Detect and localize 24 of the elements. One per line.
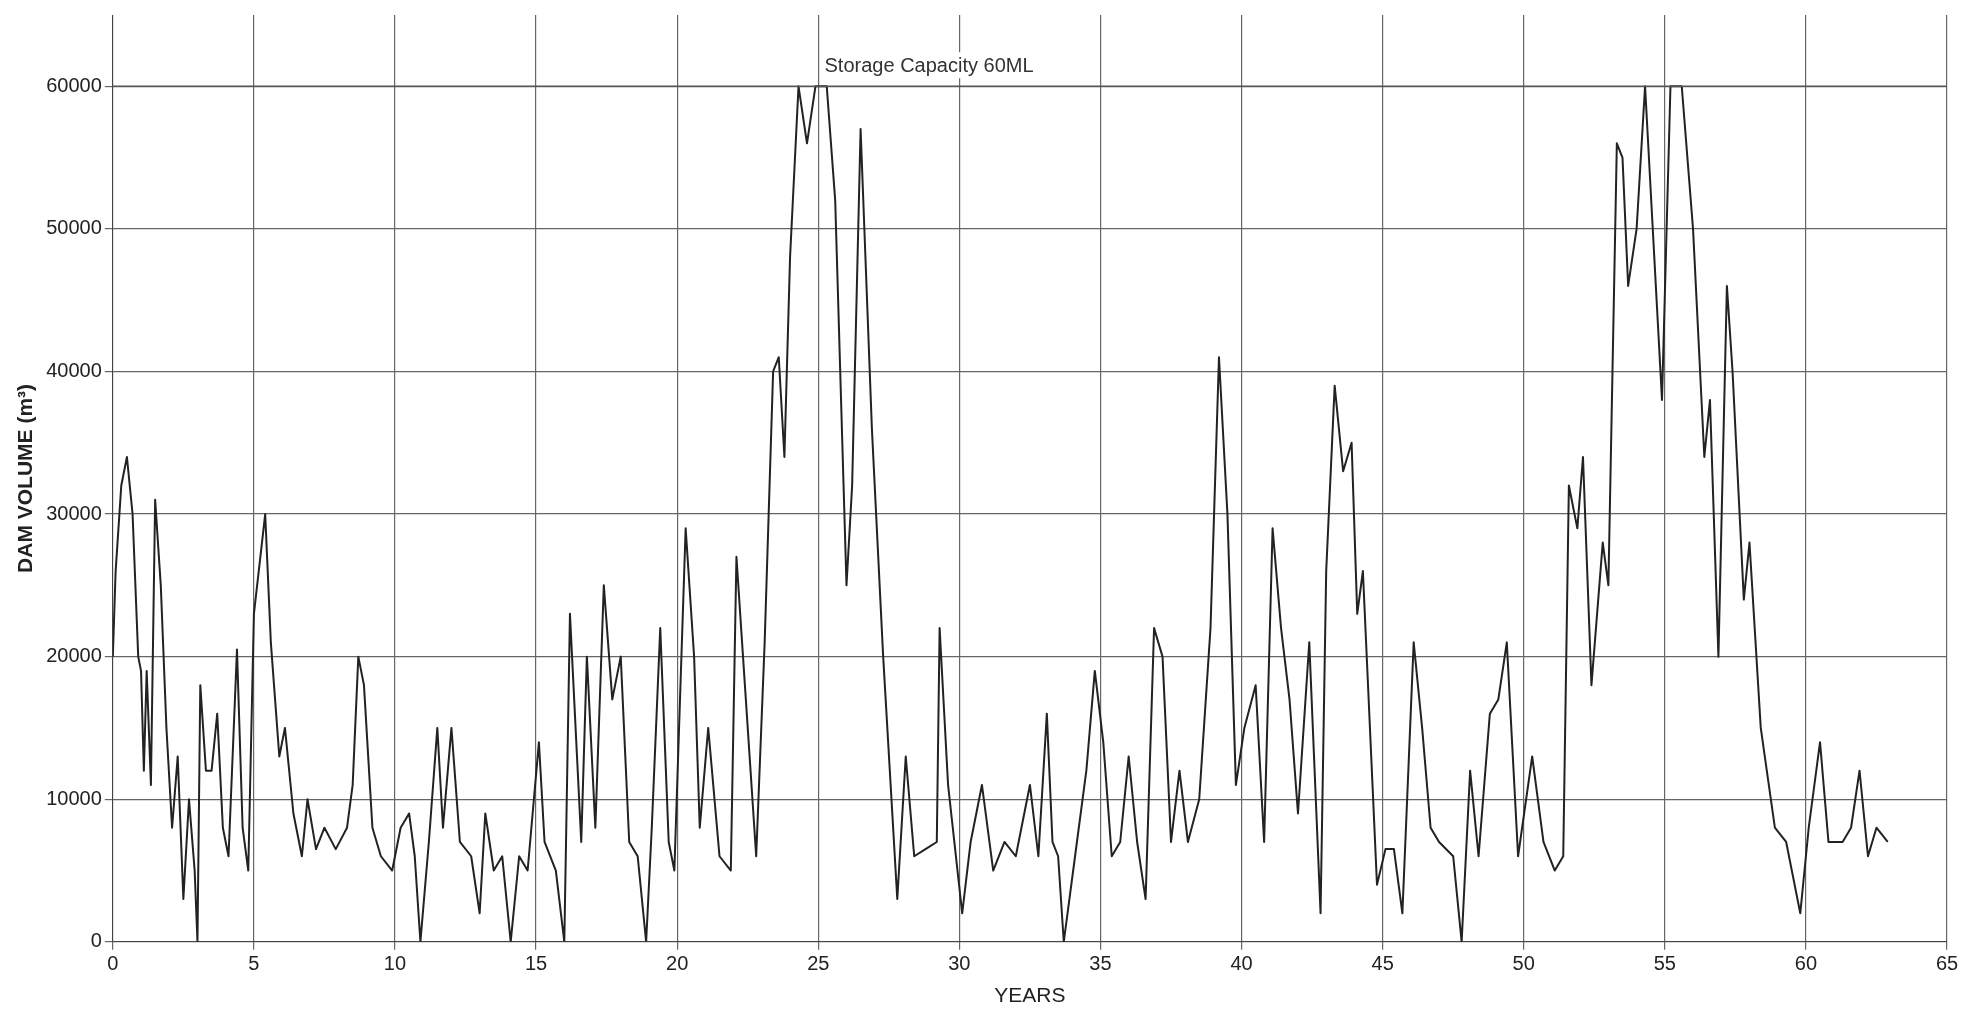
y-tick-label: 10000	[46, 786, 102, 809]
ref-line-label: Storage Capacity 60ML	[824, 53, 1034, 76]
x-tick-label: 25	[807, 952, 830, 975]
x-tick-label: 35	[1089, 952, 1112, 975]
x-tick-label: 60	[1794, 952, 1818, 975]
x-tick-label: 50	[1512, 952, 1535, 975]
y-axis-title: DAM VOLUME (m³)	[13, 383, 37, 573]
x-tick-label: 65	[1935, 952, 1959, 975]
y-tick-label: 0	[90, 929, 102, 952]
y-tick-label: 60000	[46, 73, 102, 96]
y-tick-label: 40000	[46, 358, 102, 381]
y-tick-label: 20000	[46, 644, 102, 667]
x-tick-label: 20	[666, 952, 689, 975]
x-tick-label: 15	[524, 952, 548, 975]
y-tick-label: 30000	[46, 501, 102, 524]
x-axis-title: YEARS	[994, 983, 1066, 1007]
x-tick-label: 55	[1653, 952, 1676, 975]
y-tick-label: 50000	[46, 216, 102, 239]
x-tick-label: 45	[1371, 952, 1394, 975]
x-tick-label: 40	[1230, 952, 1253, 975]
x-tick-label: 30	[948, 952, 971, 975]
x-tick-label: 0	[107, 952, 119, 975]
x-tick-label: 5	[248, 952, 260, 975]
x-tick-label: 10	[383, 952, 407, 975]
